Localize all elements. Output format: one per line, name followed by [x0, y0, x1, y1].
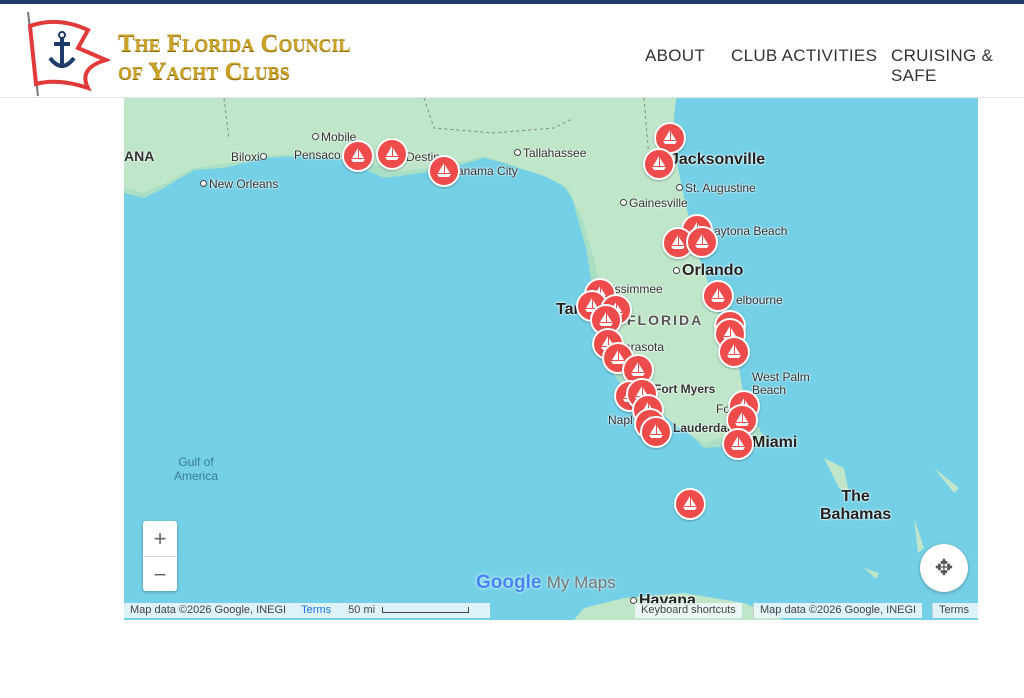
- label-west-palm-beach: West Palm Beach: [752, 370, 810, 397]
- yacht-club-marker[interactable]: [686, 226, 718, 258]
- flag-logo-icon[interactable]: [18, 8, 110, 98]
- sailboat-icon: [599, 312, 613, 326]
- sailboat-icon: [683, 496, 697, 510]
- sailboat-icon: [601, 336, 615, 350]
- label-jacksonville: Jacksonville: [670, 151, 766, 168]
- scale-label: 50 mi: [348, 604, 376, 616]
- sailboat-icon: [649, 424, 663, 438]
- terms-link[interactable]: Terms: [301, 604, 332, 616]
- sailboat-icon: [631, 362, 645, 376]
- attribution-right: Map data ©2026 Google, INEGI: [753, 603, 923, 618]
- label-gainesville: Gainesville: [620, 196, 688, 210]
- nav-about[interactable]: ABOUT: [645, 46, 706, 65]
- yacht-club-marker[interactable]: [674, 488, 706, 520]
- sailboat-icon: [611, 350, 625, 364]
- label-biloxi: Biloxi: [231, 150, 269, 164]
- sailboat-icon: [437, 163, 451, 177]
- nav-club-activities[interactable]: CLUB ACTIVITIES: [731, 46, 878, 65]
- label-gulf-of-america: Gulf of America: [174, 455, 219, 483]
- yacht-club-marker[interactable]: [376, 138, 408, 170]
- label-st-augustine: St. Augustine: [676, 181, 756, 195]
- label-new-orleans: New Orleans: [200, 177, 278, 191]
- map-canvas[interactable]: ANA Mobile Biloxi Pensaco Destin anama C…: [124, 98, 978, 620]
- label-louisiana: ANA: [124, 148, 155, 164]
- sailboat-icon: [663, 130, 677, 144]
- terms-right-link[interactable]: Terms: [932, 603, 978, 618]
- yacht-club-marker[interactable]: [342, 140, 374, 172]
- label-melbourne: elbourne: [736, 293, 783, 307]
- map-data-text: Map data ©2026 Google, INEGI: [130, 604, 287, 616]
- label-kissimmee: issimmee: [612, 282, 663, 296]
- site-header: The Florida Council of Yacht Clubs ABOUT …: [0, 4, 1024, 98]
- zoom-out-button[interactable]: −: [153, 562, 167, 587]
- label-panama-city: anama City: [457, 164, 518, 178]
- label-tampa: Tar: [556, 301, 580, 318]
- label-orlando: Orlando: [673, 262, 743, 280]
- sailboat-icon: [727, 344, 741, 358]
- recenter-icon[interactable]: ✥: [920, 544, 968, 592]
- sailboat-icon: [585, 298, 599, 312]
- label-lauderdale: Lauderdale: [673, 421, 738, 435]
- sailboat-icon: [695, 234, 709, 248]
- sailboat-icon: [735, 412, 749, 426]
- label-sarasota: arasota: [624, 340, 665, 354]
- label-fort-myers: Fort Myers: [654, 382, 716, 396]
- label-daytona-beach: aytona Beach: [714, 224, 788, 238]
- sailboat-icon: [711, 288, 725, 302]
- label-mobile: Mobile: [312, 130, 356, 144]
- zoom-controls: + −: [143, 521, 177, 591]
- yacht-club-marker[interactable]: [428, 155, 460, 187]
- google-my-maps-logo: Google My Maps: [476, 572, 616, 593]
- logo-line-1: The Florida Council: [118, 30, 351, 57]
- label-miami: Miami: [752, 434, 798, 451]
- yacht-club-marker[interactable]: [718, 336, 750, 368]
- sailboat-icon: [351, 148, 365, 162]
- nav-cruising-safety[interactable]: CRUISING & SAFE: [891, 46, 994, 85]
- label-florida: FLORIDA: [627, 312, 704, 328]
- keyboard-shortcuts-button[interactable]: Keyboard shortcuts: [635, 603, 742, 618]
- label-pensacola: Pensaco: [294, 148, 341, 162]
- label-bahamas: The Bahamas: [820, 488, 892, 523]
- sailboat-icon: [723, 326, 737, 340]
- sailboat-icon: [731, 436, 745, 450]
- zoom-in-button[interactable]: +: [143, 521, 177, 557]
- yacht-club-marker[interactable]: [643, 148, 675, 180]
- logo-line-2: of Yacht Clubs: [118, 58, 290, 85]
- site-logo-text[interactable]: The Florida Council of Yacht Clubs: [118, 30, 351, 86]
- yacht-club-marker[interactable]: [702, 280, 734, 312]
- sailboat-icon: [671, 235, 685, 249]
- top-accent-bar: [0, 0, 1024, 4]
- scale-bar: [382, 607, 470, 613]
- yacht-club-marker[interactable]: [640, 416, 672, 448]
- label-naples: Napl: [608, 413, 633, 427]
- attribution-left: Map data ©2026 Google, INEGI Terms 50 mi: [124, 603, 490, 618]
- label-tallahassee: Tallahassee: [514, 146, 586, 160]
- sailboat-icon: [635, 386, 649, 400]
- sailboat-icon: [385, 146, 399, 160]
- yacht-club-marker[interactable]: [722, 428, 754, 460]
- sailboat-icon: [652, 156, 666, 170]
